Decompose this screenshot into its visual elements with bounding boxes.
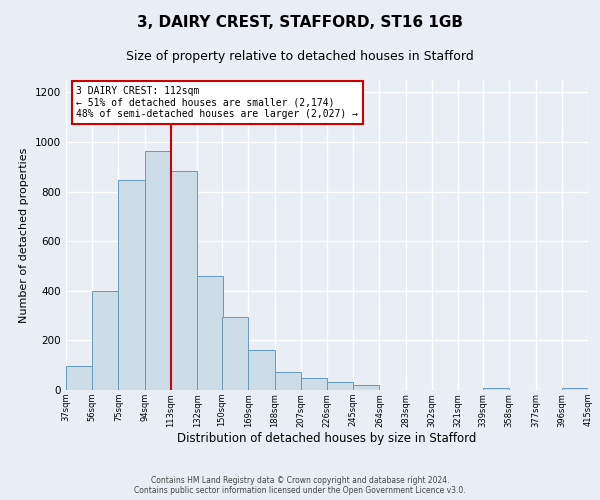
Bar [301, 378, 327, 390]
Bar [248, 350, 275, 390]
Bar [66, 366, 92, 390]
Text: Contains HM Land Registry data © Crown copyright and database right 2024.
Contai: Contains HM Land Registry data © Crown c… [134, 476, 466, 495]
Bar [327, 382, 353, 390]
Bar [145, 150, 171, 390]
Bar [171, 171, 197, 390]
Bar [197, 276, 223, 390]
X-axis label: Distribution of detached houses by size in Stafford: Distribution of detached houses by size … [178, 432, 476, 446]
Bar [118, 180, 145, 390]
Bar [562, 388, 588, 390]
Bar [222, 317, 248, 390]
Bar [92, 291, 118, 390]
Bar [483, 388, 509, 390]
Text: 3, DAIRY CREST, STAFFORD, ST16 1GB: 3, DAIRY CREST, STAFFORD, ST16 1GB [137, 15, 463, 30]
Bar [353, 385, 379, 390]
Y-axis label: Number of detached properties: Number of detached properties [19, 148, 29, 322]
Bar [275, 372, 301, 390]
Text: 3 DAIRY CREST: 112sqm
← 51% of detached houses are smaller (2,174)
48% of semi-d: 3 DAIRY CREST: 112sqm ← 51% of detached … [76, 86, 358, 120]
Text: Size of property relative to detached houses in Stafford: Size of property relative to detached ho… [126, 50, 474, 63]
